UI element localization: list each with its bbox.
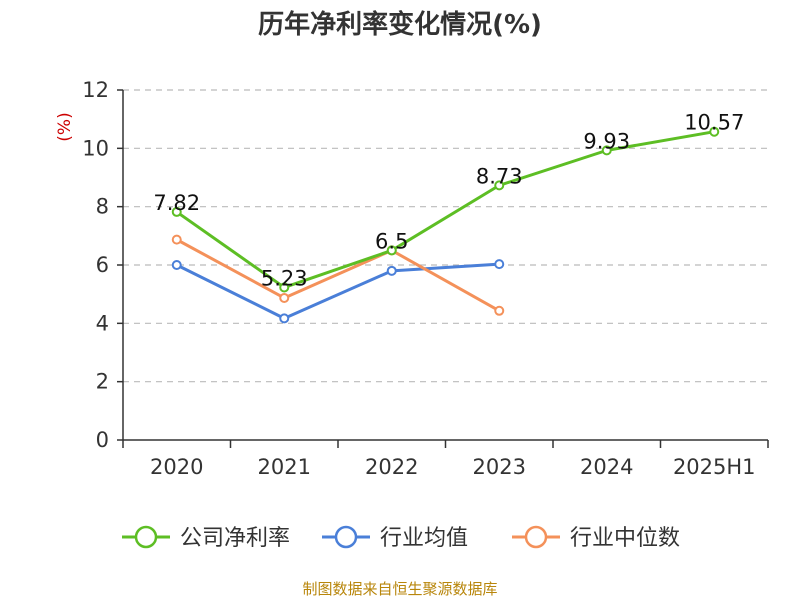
data-point xyxy=(494,259,505,270)
x-tick-label: 2025H1 xyxy=(673,455,756,479)
axes: 0 2 4 6 8 10 12 2020 2021 2022 2023 2024 2025H1 xyxy=(82,78,769,479)
data-point xyxy=(171,206,182,217)
data-label: 8.73 xyxy=(476,164,523,188)
y-tick-label: 6 xyxy=(96,253,109,277)
legend-marker xyxy=(334,525,358,549)
y-tick-label: 2 xyxy=(96,370,109,394)
chart-title: 历年净利率变化情况(%) xyxy=(258,9,542,40)
y-tick-label: 8 xyxy=(96,195,109,219)
data-label: 6.5 xyxy=(375,229,408,253)
x-tick-label: 2021 xyxy=(258,455,311,479)
data-point xyxy=(494,305,505,316)
legend-label: 行业中位数 xyxy=(570,526,680,551)
data-point xyxy=(279,313,290,324)
legend-label: 行业均值 xyxy=(380,526,468,551)
x-tick-label: 2022 xyxy=(365,455,418,479)
series-line xyxy=(176,238,500,313)
grid-lines xyxy=(123,89,768,383)
data-label: 9.93 xyxy=(583,129,630,153)
data-point xyxy=(494,180,505,191)
y-tick-label: 0 xyxy=(96,428,109,452)
series-lines xyxy=(171,126,720,324)
data-point xyxy=(171,234,182,245)
data-point xyxy=(171,260,182,270)
x-tick-label: 2023 xyxy=(473,455,526,479)
data-label: 5.23 xyxy=(261,266,308,290)
data-point xyxy=(386,245,397,256)
data-label: 7.82 xyxy=(153,191,200,215)
y-tick-label: 12 xyxy=(82,78,109,102)
y-tick-label: 4 xyxy=(96,311,109,335)
legend-marker xyxy=(134,525,158,549)
data-point xyxy=(709,126,720,137)
legend-label: 公司净利率 xyxy=(180,526,290,551)
y-tick-label: 10 xyxy=(82,136,109,160)
source-footer: 制图数据来自恒生聚源数据库 xyxy=(302,580,497,598)
data-point xyxy=(279,292,290,303)
x-tick-label: 2020 xyxy=(150,455,203,479)
series-line xyxy=(176,262,500,320)
x-tick-label: 2024 xyxy=(580,455,633,479)
y-axis-unit: (%) xyxy=(55,112,75,141)
legend: 公司净利率 行业均值 行业中位数 xyxy=(122,525,680,551)
data-point xyxy=(601,145,612,156)
legend-marker xyxy=(524,525,548,549)
data-point xyxy=(386,265,397,276)
data-point xyxy=(279,282,290,293)
data-labels: 7.82 5.23 6.5 8.73 9.93 10.57 xyxy=(153,111,744,291)
series-line xyxy=(175,130,715,289)
data-label: 10.57 xyxy=(684,111,744,135)
